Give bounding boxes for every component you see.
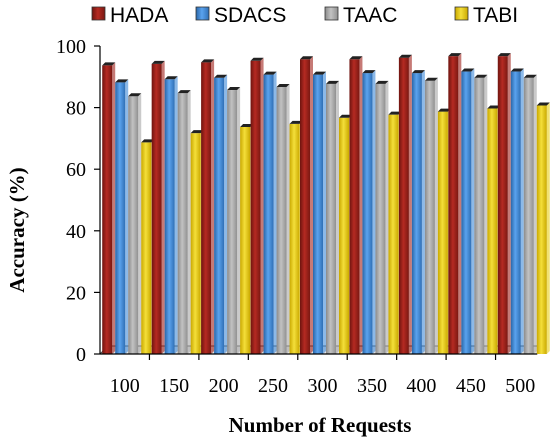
bar-taac-250	[276, 83, 290, 355]
bar-taac-400	[424, 77, 438, 355]
y-tick-label: 100	[56, 36, 86, 58]
bar-sdacs-100	[115, 79, 129, 354]
x-tick-labels: 100 150 200 250 300 350 400 450 500	[110, 375, 536, 397]
y-tick-label: 40	[66, 221, 86, 243]
legend-swatch	[91, 6, 106, 21]
x-tick-label: 150	[159, 375, 189, 397]
x-tick-label: 100	[110, 375, 140, 397]
y-tick-labels: 0 20 40 60 80 100	[56, 36, 86, 366]
legend: HADA SDACS TAAC TABI	[91, 4, 518, 27]
bar-sdacs-150	[164, 76, 178, 354]
bar-hada-250	[250, 57, 264, 354]
bar-hada-150	[151, 60, 165, 355]
x-tick-label: 300	[308, 375, 338, 397]
x-tick-label: 200	[209, 375, 239, 397]
legend-item-hada: HADA	[91, 4, 168, 27]
legend-label: TAAC	[343, 4, 397, 27]
bar-taac-350	[375, 80, 389, 354]
bar-sdacs-450	[461, 68, 475, 354]
bar-sdacs-300	[313, 71, 326, 354]
x-tick-label: 350	[357, 375, 387, 397]
x-tick-label: 250	[258, 375, 288, 397]
bar-hada-100	[102, 62, 116, 355]
y-tick-label: 20	[66, 282, 86, 304]
bar-sdacs-200	[214, 74, 228, 354]
bar-hada-300	[300, 56, 313, 355]
y-axis-title: Accuracy (%)	[5, 167, 29, 292]
bar-hada-200	[201, 59, 215, 354]
bar-hada-350	[349, 56, 363, 355]
x-tick-label: 450	[456, 375, 486, 397]
legend-label: TABI	[473, 4, 518, 27]
bar-sdacs-500	[510, 68, 524, 354]
y-tick-label: 60	[66, 159, 86, 181]
legend-swatch	[195, 6, 210, 21]
bar-hada-450	[448, 53, 462, 354]
bar-taac-150	[177, 90, 191, 355]
bars	[102, 53, 550, 355]
plot-area	[94, 45, 550, 360]
y-tick-label: 0	[76, 344, 86, 366]
bar-sdacs-350	[362, 70, 376, 354]
legend-swatch	[454, 6, 469, 21]
bar-hada-500	[497, 53, 511, 354]
x-tick-label: 400	[406, 375, 436, 397]
x-axis-title: Number of Requests	[229, 413, 412, 437]
legend-item-tabi: TABI	[454, 4, 518, 27]
bar-tabi-500	[536, 102, 550, 354]
legend-item-taac: TAAC	[324, 4, 397, 27]
legend-label: SDACS	[214, 4, 286, 27]
bar-taac-450	[474, 74, 488, 354]
bar-hada-400	[398, 54, 412, 354]
axes	[94, 45, 537, 360]
legend-swatch	[324, 6, 339, 21]
bar-taac-100	[128, 93, 142, 354]
x-tick-label: 500	[505, 375, 535, 397]
bar-taac-200	[227, 87, 241, 354]
legend-label: HADA	[110, 4, 168, 27]
bar-taac-500	[523, 74, 537, 354]
legend-item-sdacs: SDACS	[195, 4, 286, 27]
bar-taac-300	[326, 80, 339, 354]
y-tick-label: 80	[66, 98, 86, 120]
bar-sdacs-400	[411, 70, 425, 354]
bar-sdacs-250	[263, 71, 277, 354]
